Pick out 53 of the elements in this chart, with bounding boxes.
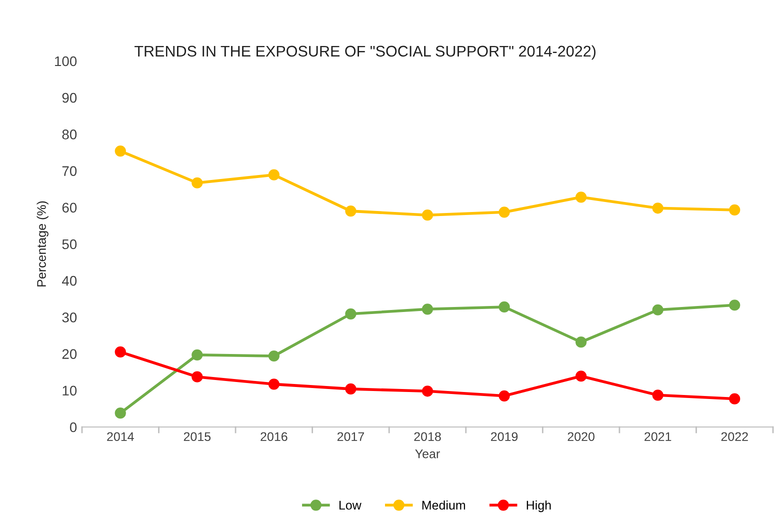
y-axis-title: Percentage (%) (36, 201, 48, 286)
x-tick-label: 2016 (260, 432, 288, 442)
x-tick-label: 2017 (337, 432, 364, 442)
y-tick-label: 10 (62, 386, 77, 396)
point (268, 350, 280, 362)
point (422, 210, 434, 221)
y-tick-label: 20 (62, 349, 77, 359)
point (192, 349, 203, 360)
y-tick-label: 50 (62, 239, 77, 250)
x-tick-label: 2018 (414, 432, 441, 442)
point (652, 390, 664, 401)
point (114, 346, 126, 358)
point (268, 378, 280, 390)
point (576, 370, 587, 382)
point (652, 304, 664, 316)
y-tick-label: 80 (62, 130, 77, 140)
x-tick-label: 2019 (491, 432, 518, 442)
point (345, 206, 356, 217)
point (576, 192, 587, 203)
y-tick-label: 70 (62, 166, 77, 176)
chart-title: TRENDS IN THE EXPOSURE OF "SOCIAL SUPPORT" 2014-2022) (134, 45, 596, 60)
y-tick-label: 30 (62, 312, 77, 322)
x-tick-label: 2014 (107, 432, 134, 442)
point (729, 300, 740, 311)
point (114, 145, 126, 157)
point (498, 301, 510, 313)
point (652, 202, 664, 214)
x-tick-label: 2021 (644, 432, 672, 442)
point (422, 304, 434, 315)
legend-label: Low (339, 500, 362, 510)
y-tick-label: 40 (62, 276, 77, 286)
y-tick-label: 100 (55, 56, 77, 66)
point (268, 169, 280, 180)
x-tick-label: 2022 (721, 432, 748, 442)
point (345, 383, 356, 394)
point (498, 206, 510, 218)
point (192, 177, 203, 188)
x-tick-label: 2020 (568, 432, 594, 442)
x-axis-title: Year (415, 450, 440, 458)
point (114, 408, 126, 419)
y-tick-label: 90 (62, 92, 77, 103)
y-tick-label: 60 (62, 202, 77, 213)
point (192, 371, 203, 382)
point (498, 390, 510, 402)
point (576, 336, 587, 348)
point (729, 204, 740, 216)
y-tick-label: 0 (70, 422, 77, 432)
point (422, 386, 434, 397)
x-tick-label: 2015 (184, 432, 211, 442)
point (345, 308, 356, 320)
point (729, 393, 740, 404)
legend-label: Medium (422, 500, 466, 510)
legend-label: High (526, 500, 551, 512)
